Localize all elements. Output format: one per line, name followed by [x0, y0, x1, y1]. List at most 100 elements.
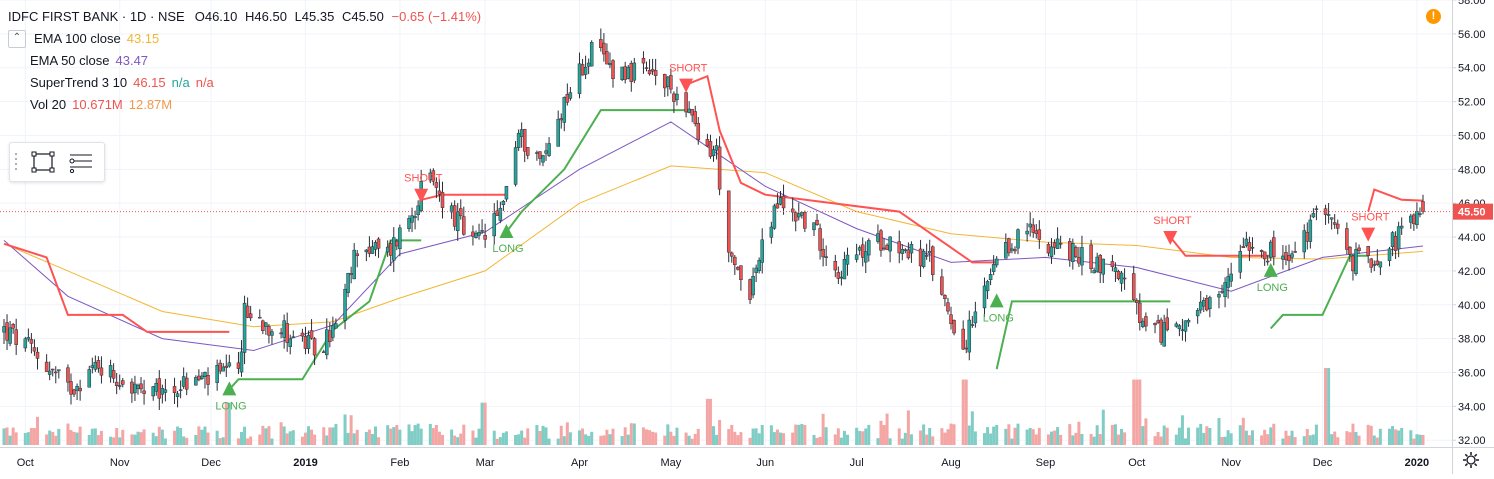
candle-body: [824, 256, 828, 258]
volume-bar: [352, 433, 356, 445]
indicator-row-volume[interactable]: Vol 20 10.671M 12.87M: [8, 94, 481, 116]
candle: [270, 328, 274, 345]
candle-body: [1372, 264, 1377, 266]
candle-body: [87, 369, 92, 388]
volume-bar: [590, 431, 594, 445]
candle: [1141, 318, 1145, 329]
candle: [544, 142, 548, 161]
candle-body: [519, 129, 524, 137]
volume-bar: [87, 434, 91, 445]
ema50-line: [3, 121, 1424, 352]
volume-bar: [1053, 430, 1057, 445]
candle: [1098, 253, 1102, 284]
volume-bar: [279, 422, 283, 445]
volume-bar: [882, 425, 886, 445]
y-tick-label: 58.00: [1458, 0, 1486, 7]
chevron-up-icon[interactable]: ⌃: [8, 30, 26, 48]
volume-bar: [751, 428, 755, 445]
candle-body: [717, 146, 722, 190]
candle-body: [72, 389, 76, 395]
symbol-title[interactable]: IDFC FIRST BANK · 1D · NSE: [8, 9, 185, 24]
volume-bar: [1345, 431, 1349, 445]
candle-body: [918, 248, 923, 267]
volume-bar: [1180, 415, 1184, 445]
candle-body: [1025, 230, 1029, 235]
volume-bar: [1071, 435, 1075, 445]
volume-bar: [1375, 437, 1379, 445]
volume-bar: [112, 437, 116, 445]
candle-body: [803, 212, 807, 229]
volume-bar: [1177, 427, 1181, 445]
candle-body: [306, 334, 311, 349]
rectangle-icon[interactable]: [30, 151, 56, 173]
candle-body: [1335, 223, 1340, 229]
candle: [66, 364, 70, 392]
candle: [952, 319, 956, 336]
volume-bar: [1101, 409, 1105, 445]
drag-handle-icon[interactable]: [14, 151, 18, 173]
volume-bar: [1120, 428, 1124, 445]
volume-bar: [748, 437, 752, 445]
volume-bar: [1311, 434, 1315, 445]
candle: [157, 370, 162, 410]
candle: [1409, 213, 1413, 229]
candle-body: [1183, 320, 1188, 332]
volume-bar: [565, 422, 569, 445]
volume-bar: [310, 429, 314, 445]
candle: [1345, 222, 1349, 255]
candle-body: [455, 211, 460, 232]
candle: [370, 240, 375, 254]
candle: [108, 359, 113, 383]
volume-bar: [632, 423, 636, 445]
candle-body: [1101, 258, 1106, 275]
volume-bar: [282, 426, 286, 445]
candle-body: [1052, 242, 1057, 248]
candle: [970, 315, 975, 328]
candle: [1144, 312, 1148, 332]
candle: [264, 322, 268, 335]
candle-body: [75, 386, 79, 391]
volume-bar: [952, 424, 956, 445]
candle: [513, 141, 518, 187]
candle: [516, 129, 521, 151]
volume-bar: [669, 431, 673, 445]
candle: [455, 203, 460, 241]
volume-bar: [909, 434, 913, 445]
candle-body: [793, 212, 798, 222]
indicator-row-ema100[interactable]: ⌃ EMA 100 close 43.15: [8, 28, 481, 50]
candle-body: [1208, 297, 1212, 309]
candle-body: [739, 265, 743, 280]
volume-bar: [754, 428, 758, 445]
candle: [605, 43, 609, 65]
candle: [267, 324, 271, 344]
volume-bar: [1016, 423, 1020, 445]
volume-bar: [623, 427, 627, 445]
candle-body: [797, 213, 801, 218]
volume-bar: [334, 424, 338, 445]
volume-bar: [1272, 423, 1276, 445]
volume-bar: [922, 424, 926, 445]
volume-bar: [285, 433, 289, 445]
candle: [586, 58, 591, 75]
volume-bar: [1308, 435, 1312, 445]
candle-body: [1186, 320, 1191, 323]
candle-body: [879, 230, 883, 251]
candle-body: [346, 272, 350, 293]
y-tick-label: 52.00: [1458, 97, 1486, 109]
candle-body: [236, 362, 241, 369]
candle: [1387, 246, 1392, 267]
volume-bar: [1162, 425, 1166, 445]
candle: [930, 245, 935, 282]
horizontal-lines-icon[interactable]: [68, 151, 94, 173]
candle-body: [623, 66, 627, 80]
open-value: O46.10: [194, 9, 238, 24]
volume-bar: [130, 434, 134, 445]
volume-bar: [718, 419, 722, 445]
indicator-row-supertrend[interactable]: SuperTrend 3 10 46.15 n/a n/a: [8, 72, 481, 94]
gear-icon[interactable]: [1462, 451, 1480, 469]
exclamation-icon[interactable]: !: [1426, 9, 1441, 24]
candle-body: [90, 365, 95, 368]
indicator-row-ema50[interactable]: EMA 50 close 43.47: [8, 50, 481, 72]
